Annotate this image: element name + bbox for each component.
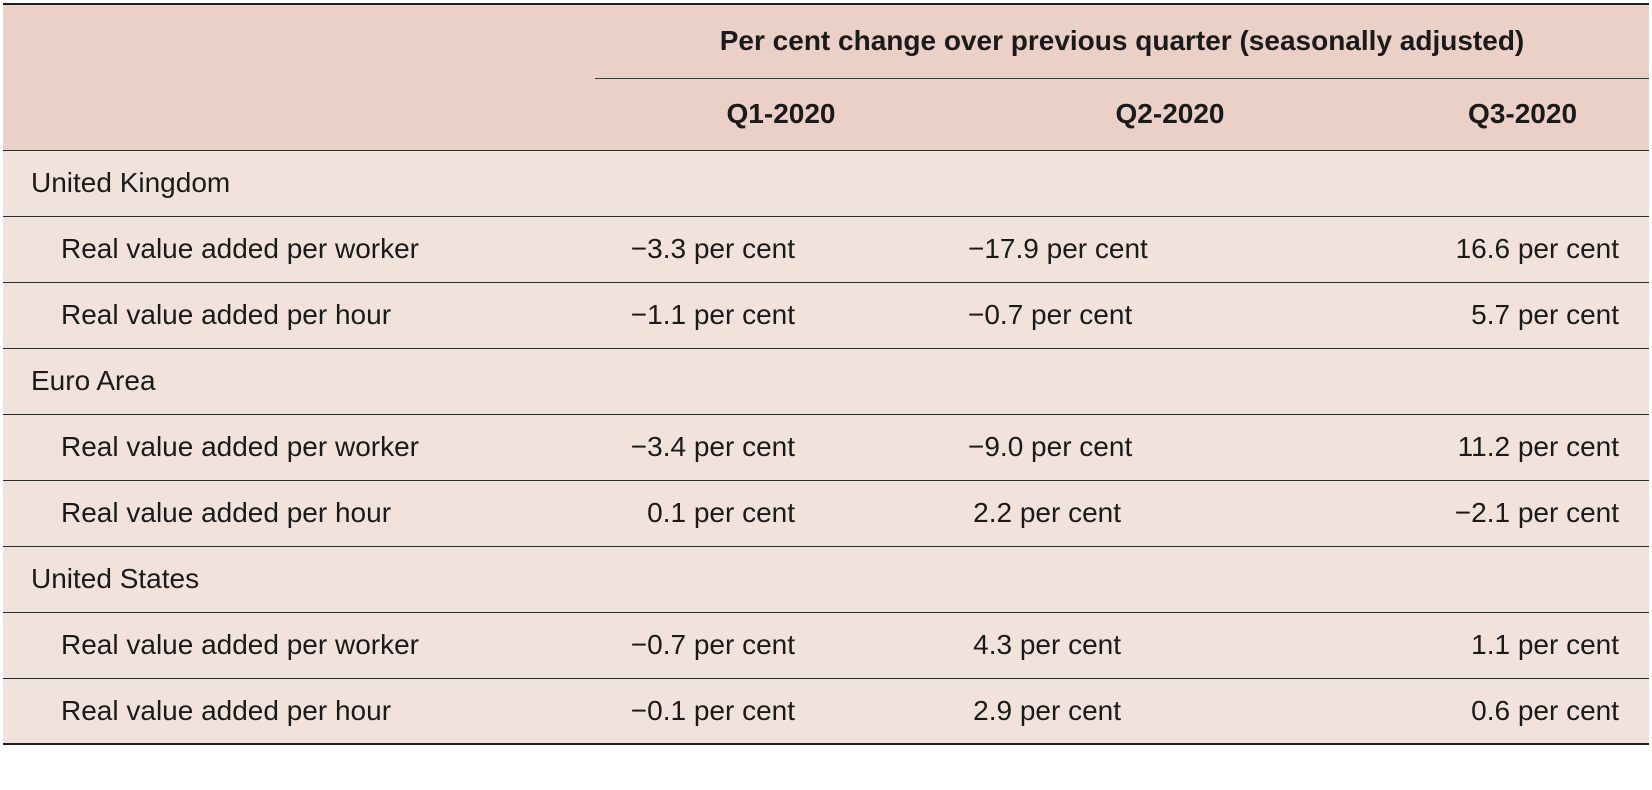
table-body: United Kingdom Real value added per work… xyxy=(3,150,1650,745)
cell-q1: −0.1 per cent xyxy=(595,678,967,745)
column-header-q3: Q3-2020 xyxy=(1373,78,1650,151)
row-label: Real value added per hour xyxy=(3,282,595,349)
group-label: Euro Area xyxy=(3,348,1650,415)
header-row-span: Per cent change over previous quarter (s… xyxy=(3,4,1650,151)
cell-q1: 0.1 per cent xyxy=(595,480,967,547)
cell-q3: 1.1 per cent xyxy=(1373,612,1650,679)
group-row-united-states: United States xyxy=(3,546,1650,613)
cell-q1: −0.7 per cent xyxy=(595,612,967,679)
table-row: Real value added per hour −0.1 per cent … xyxy=(3,678,1650,745)
group-row-united-kingdom: United Kingdom xyxy=(3,150,1650,217)
group-label: United States xyxy=(3,546,1650,613)
row-label: Real value added per hour xyxy=(3,480,595,547)
cell-q1: −1.1 per cent xyxy=(595,282,967,349)
cell-q3: 11.2 per cent xyxy=(1373,414,1650,481)
row-label: Real value added per worker xyxy=(3,414,595,481)
cell-q1: −3.3 per cent xyxy=(595,216,967,283)
header-row-quarters: Q1-2020 Q2-2020 Q3-2020 xyxy=(3,78,1650,151)
table-row: Real value added per hour −1.1 per cent … xyxy=(3,282,1650,349)
cell-q3: −2.1 per cent xyxy=(1373,480,1650,547)
productivity-table-container: Per cent change over previous quarter (s… xyxy=(3,3,1650,745)
cell-q3: 5.7 per cent xyxy=(1373,282,1650,349)
header-blank-cell xyxy=(3,4,595,151)
table-row: Real value added per worker −3.3 per cen… xyxy=(3,216,1650,283)
row-label: Real value added per worker xyxy=(3,612,595,679)
table-row: Real value added per hour 0.1 per cent 2… xyxy=(3,480,1650,547)
table-header: Per cent change over previous quarter (s… xyxy=(3,4,1650,151)
header-span-title: Per cent change over previous quarter (s… xyxy=(595,4,1650,79)
group-label: United Kingdom xyxy=(3,150,1650,217)
row-label: Real value added per hour xyxy=(3,678,595,745)
cell-q2: −17.9 per cent xyxy=(967,216,1373,283)
cell-q2: 2.2 per cent xyxy=(967,480,1373,547)
cell-q2: 4.3 per cent xyxy=(967,612,1373,679)
table-row: Real value added per worker −3.4 per cen… xyxy=(3,414,1650,481)
group-row-euro-area: Euro Area xyxy=(3,348,1650,415)
cell-q2: −9.0 per cent xyxy=(967,414,1373,481)
column-header-q2: Q2-2020 xyxy=(967,78,1373,151)
cell-q2: 2.9 per cent xyxy=(967,678,1373,745)
column-header-q1: Q1-2020 xyxy=(595,78,967,151)
cell-q3: 16.6 per cent xyxy=(1373,216,1650,283)
table-row: Real value added per worker −0.7 per cen… xyxy=(3,612,1650,679)
row-label: Real value added per worker xyxy=(3,216,595,283)
cell-q1: −3.4 per cent xyxy=(595,414,967,481)
cell-q2: −0.7 per cent xyxy=(967,282,1373,349)
cell-q3: 0.6 per cent xyxy=(1373,678,1650,745)
productivity-table: Per cent change over previous quarter (s… xyxy=(3,3,1650,745)
